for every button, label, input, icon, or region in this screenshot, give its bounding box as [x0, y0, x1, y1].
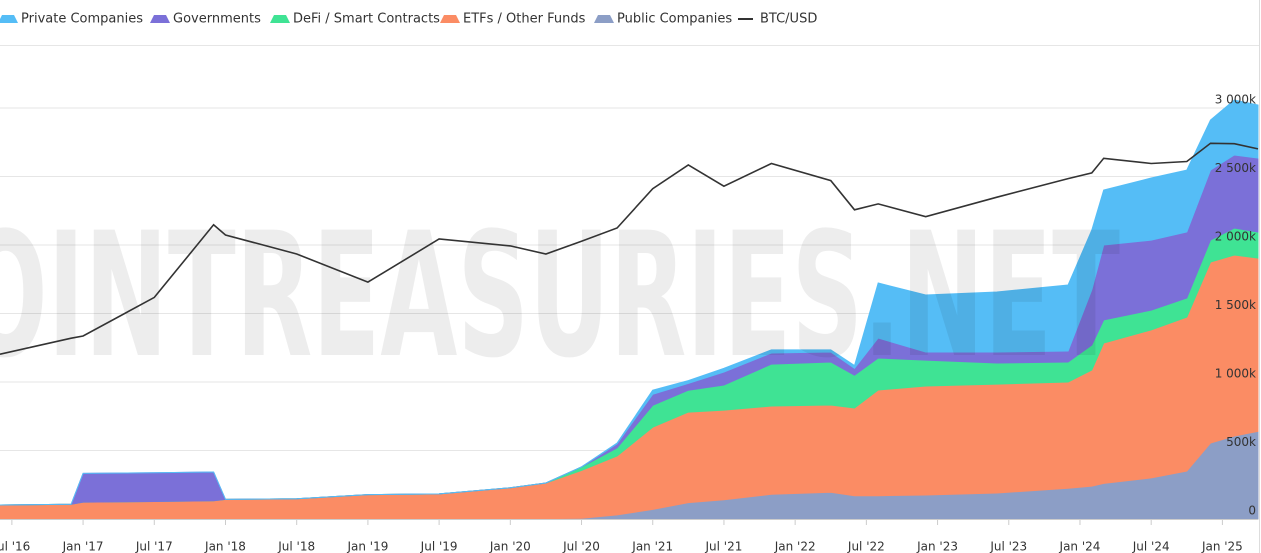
- legend-label: ETFs / Other Funds: [463, 12, 586, 27]
- y-tick-label: 3 000k: [1215, 93, 1256, 107]
- legend-label: DeFi / Smart Contracts: [293, 12, 440, 27]
- x-tick-label: Jan '23: [916, 540, 958, 553]
- axes: 0 500k 1 000k 1 500k 2 000k 2 500k 3 000k Jul '…: [0, 93, 1258, 553]
- x-tick-label: Jul '18: [277, 540, 315, 553]
- y-tick-label: 2 500k: [1215, 161, 1256, 175]
- x-tick-label: Jul '17: [135, 540, 173, 553]
- legend-swatch: [0, 15, 18, 23]
- legend-label: Private Companies: [21, 12, 143, 27]
- x-tick-label: Jul '21: [705, 540, 743, 553]
- x-tick-label: Jul '19: [420, 540, 458, 553]
- x-tick-label: Jan '21: [631, 540, 673, 553]
- x-tick-label: Jan '25: [1201, 540, 1243, 553]
- legend-swatch: [594, 15, 614, 23]
- watermark: COINTREASURIES.NET: [0, 195, 1120, 396]
- legend-label: Public Companies: [617, 12, 732, 27]
- legend-label: Governments: [173, 12, 261, 27]
- legend: Private Companies Governments DeFi / Smart…: [0, 12, 817, 27]
- x-tick-label: Jul '23: [989, 540, 1027, 553]
- x-tick-label: Jan '24: [1059, 540, 1101, 553]
- lines: [0, 142, 1259, 355]
- x-tick-label: Jul '20: [562, 540, 600, 553]
- y-tick-label: 2 000k: [1215, 230, 1256, 244]
- x-tick-label: Jul '16: [0, 540, 30, 553]
- y-tick-label: 500k: [1226, 435, 1256, 449]
- watermark-layer: COINTREASURIES.NET: [0, 195, 1120, 396]
- legend-swatch: [440, 15, 460, 23]
- area: [0, 99, 1259, 506]
- legend-swatch: [270, 15, 290, 23]
- x-tick-label: Jan '18: [204, 540, 246, 553]
- legend-label: BTC/USD: [760, 12, 817, 27]
- line: [0, 142, 1259, 355]
- x-tick-label: Jan '19: [346, 540, 388, 553]
- x-tick-label: Jan '22: [774, 540, 816, 553]
- legend-swatch: [150, 15, 170, 23]
- x-tick-label: Jan '17: [62, 540, 104, 553]
- x-tick-label: Jul '24: [1132, 540, 1170, 553]
- y-tick-label: 1 000k: [1215, 367, 1256, 381]
- x-tick-label: Jan '20: [489, 540, 531, 553]
- x-tick-label: Jul '22: [847, 540, 885, 553]
- y-tick-label: 1 500k: [1215, 298, 1256, 312]
- y-tick-label: 0: [1248, 504, 1256, 518]
- areas: [0, 99, 1259, 520]
